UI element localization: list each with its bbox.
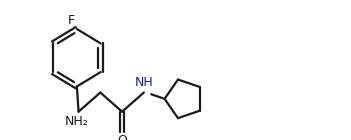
Text: NH: NH [134, 76, 153, 89]
Text: NH₂: NH₂ [65, 115, 89, 128]
Text: F: F [68, 14, 75, 27]
Text: O: O [117, 134, 127, 140]
